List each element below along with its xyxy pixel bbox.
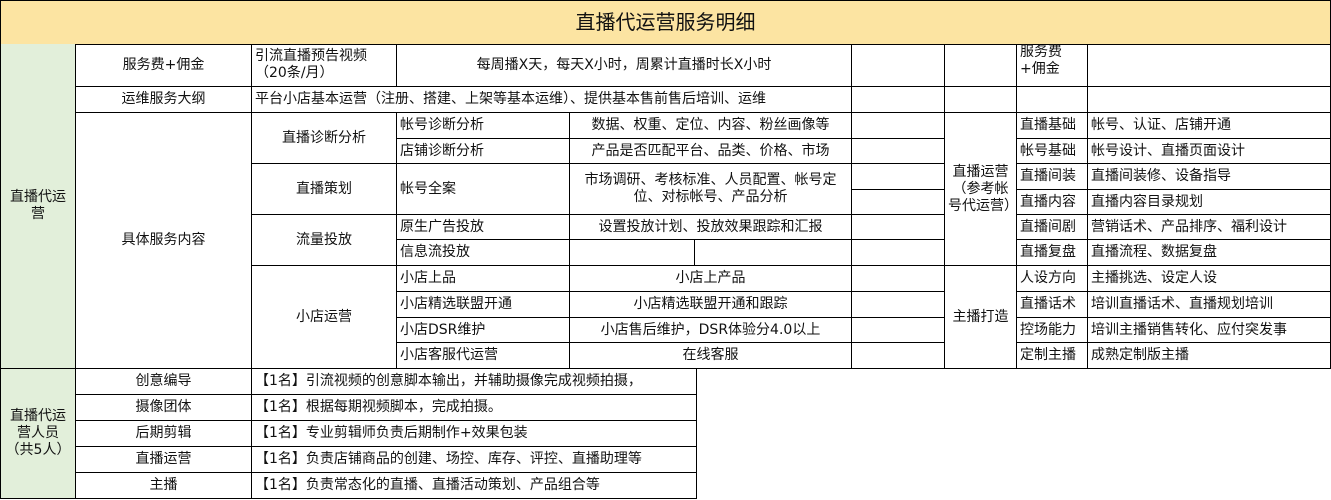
empty-cell: [852, 44, 945, 87]
desc-cell: 小店上产品: [570, 266, 852, 292]
live-ops-key: 直播间装: [1017, 164, 1088, 190]
item-cell: 小店客服代运营: [397, 343, 570, 369]
empty-cell: [852, 318, 945, 343]
empty-cell: [945, 44, 1017, 87]
empty-cell: [1017, 87, 1088, 113]
staff-role: 主播: [76, 473, 252, 499]
staff-desc: 【1名】专业剪辑师负责后期制作+效果包装: [252, 421, 697, 447]
desc-cell: 产品是否匹配平台、品类、价格、市场: [570, 139, 852, 164]
empty-cell: [945, 87, 1017, 113]
group-traffic: 流量投放: [252, 215, 397, 266]
empty-cell: [570, 240, 695, 266]
desc-cell: 市场调研、考核标准、人员配置、帐号定位、对标帐号、产品分析: [570, 164, 852, 215]
fee-label: 服务费+佣金: [76, 44, 252, 87]
item-cell: 小店上品: [397, 266, 570, 292]
empty-cell: [852, 240, 945, 266]
live-ops-key: 直播间剧: [1017, 215, 1088, 240]
section-label-operation: 直播代运营: [0, 44, 76, 369]
live-ops-value: 帐号、认证、店铺开通: [1088, 113, 1331, 139]
empty-cell: [695, 240, 852, 266]
empty-cell: [852, 292, 945, 318]
schedule-cell: 每周播X天，每天X小时，周累计直播时长X小时: [397, 44, 852, 87]
host-key: 直播话术: [1017, 292, 1088, 318]
outline-text: 平台小店基本运营（注册、搭建、上架等基本运维）、提供基本售前售后培训、运维: [252, 87, 852, 113]
live-ops-value: 营销话术、产品排序、福利设计: [1088, 215, 1331, 240]
live-ops-value: 直播内容目录规划: [1088, 190, 1331, 215]
live-ops-value: 帐号设计、直播页面设计: [1088, 139, 1331, 164]
staff-desc: 【1名】根据每期视频脚本，完成拍摄。: [252, 395, 697, 421]
empty-cell: [852, 190, 945, 215]
empty-cell: [852, 139, 945, 164]
host-value: 主播挑选、设定人设: [1088, 266, 1331, 292]
details-label: 具体服务内容: [76, 113, 252, 369]
outline-label: 运维服务大纲: [76, 87, 252, 113]
desc-cell: 设置投放计划、投放效果跟踪和汇报: [570, 215, 852, 240]
live-ops-label: 直播运营（参考帐号代运营）: [945, 113, 1017, 266]
item-cell: 帐号诊断分析: [397, 113, 570, 139]
item-cell: 信息流投放: [397, 240, 570, 266]
live-ops-value: 直播流程、数据复盘: [1088, 240, 1331, 266]
staff-role: 直播运营: [76, 447, 252, 473]
host-value: 培训主播销售转化、应付突发事: [1088, 318, 1331, 343]
desc-cell: 在线客服: [570, 343, 852, 369]
staff-desc: 【1名】负责店铺商品的创建、场控、库存、评控、直播助理等: [252, 447, 697, 473]
group-store: 小店运营: [252, 266, 397, 369]
staff-desc: 【1名】引流视频的创意脚本输出，并辅助摄像完成视频拍摄，: [252, 369, 697, 395]
live-ops-key: 直播内容: [1017, 190, 1088, 215]
empty-cell: [852, 87, 945, 113]
staff-role: 后期剪辑: [76, 421, 252, 447]
empty-cell: [852, 215, 945, 240]
group-diagnosis: 直播诊断分析: [252, 113, 397, 164]
live-ops-key: 帐号基础: [1017, 139, 1088, 164]
staff-role: 摄像团体: [76, 395, 252, 421]
host-label: 主播打造: [945, 266, 1017, 369]
host-key: 人设方向: [1017, 266, 1088, 292]
host-value: 培训直播话术、直播规划培训: [1088, 292, 1331, 318]
item-cell: 原生广告投放: [397, 215, 570, 240]
group-planning: 直播策划: [252, 164, 397, 215]
item-cell: 店铺诊断分析: [397, 139, 570, 164]
empty-cell: [1088, 44, 1331, 87]
host-key: 控场能力: [1017, 318, 1088, 343]
sheet-title: 直播代运营服务明细: [0, 0, 1331, 45]
staff-role: 创意编导: [76, 369, 252, 395]
live-ops-key: 直播复盘: [1017, 240, 1088, 266]
host-value: 成熟定制版主播: [1088, 343, 1331, 369]
item-cell: 帐号全案: [397, 164, 570, 215]
section-label-staff: 直播代运营人员（共5人）: [0, 369, 76, 499]
item-cell: 小店DSR维护: [397, 318, 570, 343]
desc-cell: 小店售后维护，DSR体验分4.0以上: [570, 318, 852, 343]
right-fee-label: 服务费+佣金: [1017, 44, 1088, 87]
item-cell: 小店精选联盟开通: [397, 292, 570, 318]
empty-cell: [852, 113, 945, 139]
empty-cell: [852, 266, 945, 292]
desc-cell: 数据、权重、定位、内容、粉丝画像等: [570, 113, 852, 139]
desc-cell: 小店精选联盟开通和跟踪: [570, 292, 852, 318]
empty-cell: [1088, 87, 1331, 113]
empty-cell: [852, 343, 945, 369]
promo-video-cell: 引流直播预告视频（20条/月）: [252, 44, 397, 87]
host-key: 定制主播: [1017, 343, 1088, 369]
empty-cell: [852, 164, 945, 190]
live-ops-value: 直播间装修、设备指导: [1088, 164, 1331, 190]
staff-desc: 【1名】负责常态化的直播、直播活动策划、产品组合等: [252, 473, 697, 499]
live-ops-key: 直播基础: [1017, 113, 1088, 139]
